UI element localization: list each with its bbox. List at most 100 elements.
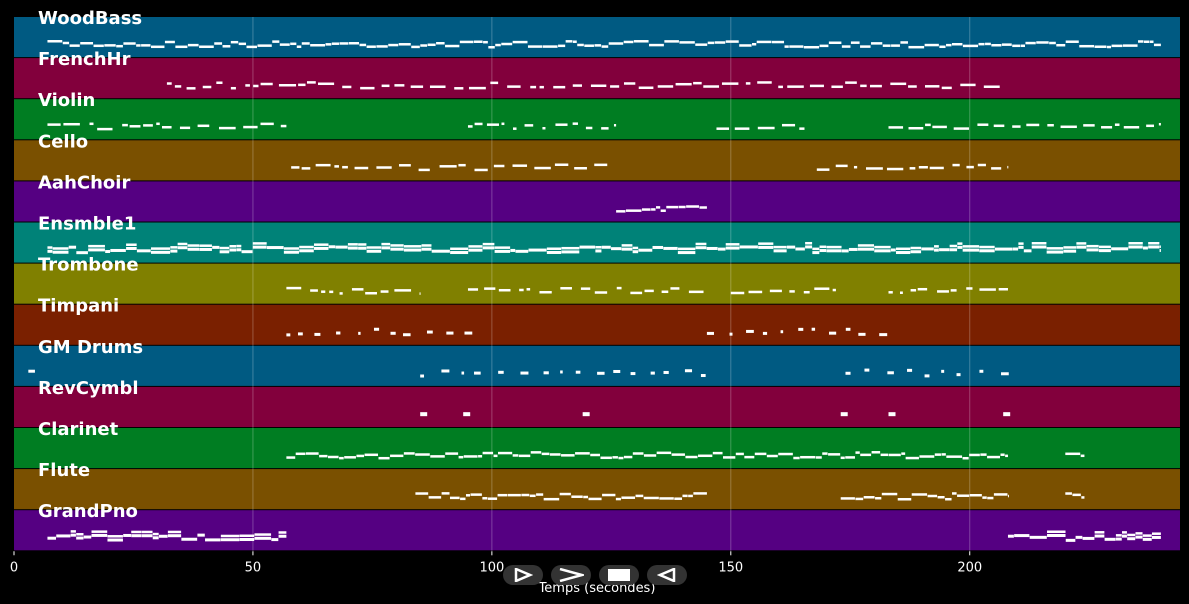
note (1065, 40, 1079, 43)
note (969, 494, 982, 497)
note (314, 332, 321, 336)
note (283, 250, 299, 254)
note (474, 122, 483, 126)
note (390, 331, 396, 335)
note (488, 45, 495, 49)
note (864, 368, 870, 372)
lane-ensmble1 (14, 222, 1180, 263)
note (575, 370, 581, 374)
note (410, 85, 424, 88)
note (871, 42, 883, 45)
note (993, 124, 1005, 128)
note (539, 291, 552, 294)
note (845, 327, 851, 331)
stop-button[interactable] (599, 565, 639, 585)
note (1046, 250, 1064, 254)
note (845, 456, 855, 459)
note (1094, 534, 1105, 538)
note (536, 493, 544, 496)
note (126, 243, 137, 246)
x-axis: 0 50 100 150 200 (10, 551, 982, 575)
note (378, 456, 390, 460)
note (991, 43, 1002, 47)
note (695, 43, 708, 46)
note (799, 127, 805, 130)
note (486, 123, 499, 126)
note (800, 455, 816, 459)
note (1158, 122, 1161, 126)
note (245, 84, 250, 87)
note (373, 327, 380, 331)
note (840, 456, 845, 460)
note (907, 368, 913, 372)
note (257, 44, 272, 47)
note (344, 456, 356, 459)
note (952, 163, 960, 167)
note (222, 45, 231, 48)
lane-flute (14, 469, 1180, 510)
note (301, 42, 310, 45)
note (239, 538, 255, 542)
note (187, 43, 199, 47)
track-labels: WoodBass FrenchHr Violin Cello AahChoir Ensmb… (38, 8, 143, 522)
forward-button[interactable] (551, 565, 591, 585)
note (241, 250, 253, 254)
note (1142, 534, 1152, 537)
note (1083, 124, 1095, 127)
play-button[interactable] (503, 565, 543, 585)
note (688, 494, 693, 498)
note (554, 163, 569, 166)
note (280, 124, 287, 128)
note (403, 248, 422, 252)
note (693, 492, 707, 495)
notes-grandpno (47, 530, 1161, 542)
back-button[interactable] (647, 565, 687, 585)
note (1128, 245, 1143, 249)
note (590, 84, 607, 87)
note (594, 44, 602, 47)
note (630, 372, 636, 376)
note (795, 247, 805, 251)
note (93, 44, 104, 48)
note (254, 536, 272, 540)
note (918, 165, 928, 169)
note (613, 369, 621, 373)
note (677, 251, 696, 255)
note (778, 452, 793, 456)
note (561, 250, 580, 254)
note (652, 245, 664, 249)
note (167, 534, 182, 538)
note (871, 451, 881, 454)
note (445, 452, 459, 455)
note (1056, 43, 1066, 47)
note (91, 533, 108, 537)
note (805, 241, 813, 245)
note (632, 452, 644, 455)
note (730, 291, 745, 295)
note (76, 536, 84, 540)
note (329, 290, 334, 294)
notes-gm-drums (28, 368, 1009, 378)
note (781, 123, 796, 127)
note (152, 536, 159, 540)
note (1025, 41, 1036, 45)
note (991, 167, 1002, 170)
notes-frenchhr (166, 81, 1000, 90)
note (220, 534, 240, 538)
note (957, 494, 970, 497)
note (1153, 43, 1161, 47)
note (664, 40, 679, 43)
note (565, 40, 573, 43)
note (177, 246, 188, 250)
note (321, 290, 326, 293)
note (812, 247, 820, 251)
note (982, 496, 987, 499)
note (381, 84, 390, 88)
note (725, 40, 739, 43)
lane-cello (14, 140, 1180, 181)
note (136, 249, 151, 253)
note (635, 494, 644, 498)
note (1151, 535, 1161, 539)
note (584, 44, 594, 47)
note (1098, 249, 1111, 253)
